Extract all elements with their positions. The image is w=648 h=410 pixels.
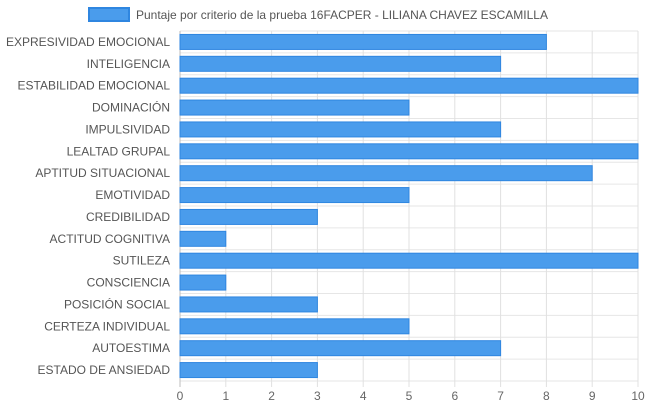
category-label: EXPRESIVIDAD EMOCIONAL — [6, 35, 170, 49]
bar[interactable] — [179, 340, 502, 357]
bar[interactable] — [179, 143, 639, 160]
legend-label: Puntaje por criterio de la prueba 16FACP… — [136, 8, 548, 22]
bar[interactable] — [179, 208, 318, 225]
bar[interactable] — [179, 99, 410, 116]
category-labels: EXPRESIVIDAD EMOCIONAL INTELIGENCIA ESTABI… — [6, 35, 170, 377]
bar[interactable] — [179, 296, 318, 313]
legend-swatch — [88, 7, 130, 22]
x-tick-label: 7 — [497, 389, 504, 403]
bar[interactable] — [179, 187, 410, 204]
bar[interactable] — [179, 77, 639, 94]
x-tick-label: 3 — [314, 389, 321, 403]
x-tick-label: 0 — [177, 389, 184, 403]
category-label: ACTITUD COGNITIVA — [50, 232, 170, 246]
category-label: IMPULSIVIDAD — [85, 122, 170, 136]
x-tick-label: 5 — [406, 389, 413, 403]
category-label: LEALTAD GRUPAL — [67, 144, 171, 158]
category-label: INTELIGENCIA — [87, 57, 170, 71]
x-tick-label: 9 — [589, 389, 596, 403]
category-label: ESTADO DE ANSIEDAD — [38, 363, 171, 377]
bar[interactable] — [179, 165, 593, 182]
category-label: DOMINACIÓN — [92, 100, 170, 115]
x-tick-label: 8 — [543, 389, 550, 403]
x-tick-labels: 0 1 2 3 4 5 6 7 8 9 10 — [177, 389, 645, 403]
bar[interactable] — [179, 33, 547, 50]
category-label: CONSCIENCIA — [87, 276, 170, 290]
category-label: APTITUD SITUACIONAL — [35, 166, 170, 180]
category-label: ESTABILIDAD EMOCIONAL — [18, 79, 171, 93]
bars — [179, 33, 639, 379]
category-label: CREDIBILIDAD — [86, 210, 170, 224]
category-label: SUTILEZA — [113, 254, 170, 268]
category-label: AUTOESTIMA — [92, 341, 170, 355]
x-tick-label: 4 — [360, 389, 367, 403]
x-tick-label: 6 — [451, 389, 458, 403]
bar[interactable] — [179, 362, 318, 379]
x-tick-label: 10 — [631, 389, 645, 403]
legend[interactable]: Puntaje por criterio de la prueba 16FACP… — [88, 7, 548, 22]
bar[interactable] — [179, 230, 227, 247]
category-label: EMOTIVIDAD — [95, 188, 170, 202]
x-tick-label: 1 — [222, 389, 229, 403]
category-label: POSICIÓN SOCIAL — [64, 296, 170, 311]
bar[interactable] — [179, 318, 410, 335]
bar[interactable] — [179, 55, 502, 72]
bar[interactable] — [179, 252, 639, 269]
x-tick-label: 2 — [268, 389, 275, 403]
category-label: CERTEZA INDIVIDUAL — [44, 319, 170, 333]
bar[interactable] — [179, 121, 502, 138]
bar[interactable] — [179, 274, 227, 291]
